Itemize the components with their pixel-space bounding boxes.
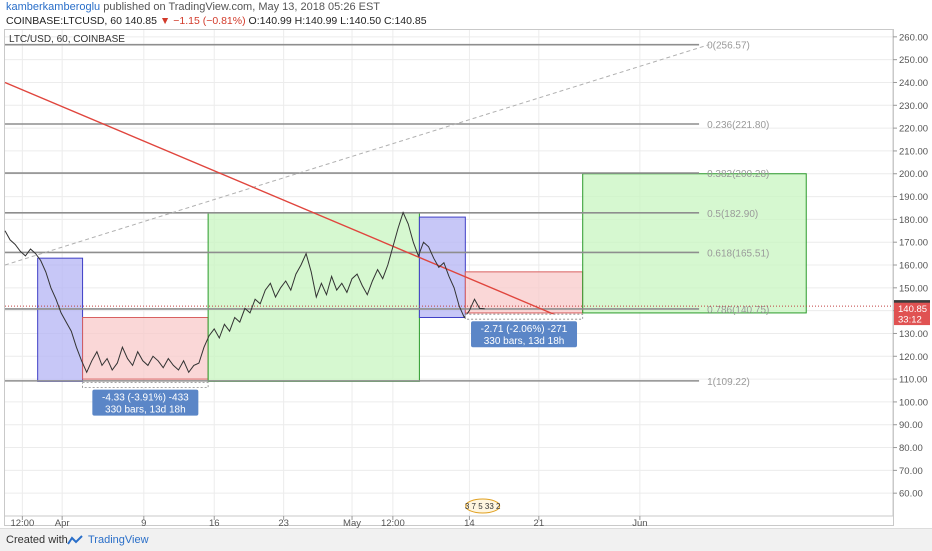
time-axis-label: 23 [278,518,289,528]
measure-callout-change: -2.71 (-2.06%) -271 [481,324,568,335]
last-price: 140.85 [124,15,157,27]
price-axis-label: 180.00 [899,215,928,226]
price-tag-label: 33:12 [898,315,922,326]
price-axis-label: 70.00 [899,466,923,477]
price-axis-label: 190.00 [899,192,928,203]
price-axis-label: 150.00 [899,283,928,294]
price-axis-label: 170.00 [899,238,928,249]
time-axis-label: May [343,518,361,528]
chart-header: kamberkamberoglu published on TradingVie… [0,0,932,30]
price-axis-label: 130.00 [899,329,928,340]
fib-level-label: 0.236(221.80) [707,120,769,131]
price-axis-label: 240.00 [899,78,928,89]
fib-level-label: 0(256.57) [707,41,750,52]
price-axis-label: 90.00 [899,420,923,431]
price-tag-bg [894,302,930,315]
price-axis-label: 220.00 [899,124,928,135]
time-axis-label: 9 [141,518,146,528]
fib-level-label: 1(109.22) [707,377,750,388]
published-text: published on TradingView.com, May 13, 20… [103,1,381,13]
price-tag-label: 140.85 [898,304,927,315]
chart-title: LTC/USD, 60, COINBASE [9,34,125,45]
pattern-box-2[interactable] [207,212,420,382]
price-axis-label: 100.00 [899,397,928,408]
symbol-info: COINBASE:LTCUSD, 60 140.85 ▼ −1.15 (−0.8… [6,15,427,27]
measure-callout-bars: 330 bars, 13d 18h [105,405,186,416]
fib-level-label: 0.5(182.90) [707,209,758,220]
price-axis-label: 230.00 [899,101,928,112]
publish-info: kamberkamberoglu published on TradingVie… [6,1,380,13]
price-axis-label: 260.00 [899,32,928,43]
pattern-box-0[interactable] [37,257,84,382]
time-axis-label: 16 [209,518,220,528]
measure-bracket [464,313,584,320]
price-axis-label: 80.00 [899,443,923,454]
price-axis-label: 160.00 [899,261,928,272]
time-axis-label: Jun [632,518,647,528]
price-axis-label: 120.00 [899,352,928,363]
tradingview-brand[interactable]: TradingView [88,534,149,546]
measure-callout-change: -4.33 (-3.91%) -433 [102,393,189,404]
fib-level-label: 0.382(200.28) [707,169,769,180]
time-axis-label: 21 [534,518,545,528]
pattern-box-5[interactable] [582,173,807,314]
ohlc-values: O:140.99 H:140.99 L:140.50 C:140.85 [248,15,427,27]
time-axis-label: 12:00 [10,518,34,528]
author-link[interactable]: kamberkamberoglu [6,1,101,13]
price-axis-label: 200.00 [899,169,928,180]
price-axis-label: 250.00 [899,55,928,66]
measure-callout-bars: 330 bars, 13d 18h [484,336,565,347]
measure-callout-box [471,321,578,348]
measure-bracket [82,382,209,389]
price-change: −1.15 (−0.81%) [173,15,246,27]
price-axis-label: 110.00 [899,375,927,386]
fib-anchor-dashed-line[interactable] [4,44,710,266]
tradingview-logo-icon [67,535,83,545]
symbol-label: COINBASE:LTCUSD, 60 [6,15,122,27]
created-with-text: Created with [6,534,68,546]
price-axis-label: 210.00 [899,146,928,157]
price-tag-bg [894,313,930,326]
time-axis-label: Apr [55,518,70,528]
red-trendline[interactable] [4,81,557,316]
fib-level-label: 0.786(140.75) [707,305,769,316]
event-marker-badge[interactable] [465,498,501,514]
measure-callout-box [92,389,199,416]
pattern-box-4[interactable] [464,271,584,314]
footer-bar: Created with TradingView [0,528,932,551]
price-chart[interactable]: 0(256.57) 0.236(221.80) 0.382(200.28) 0.5(1… [0,0,932,528]
fib-level-label: 0.618(165.51) [707,248,769,259]
event-marker-label: 3 7 5 33 2 [465,502,501,511]
price-line [4,211,485,374]
price-axis-label: 60.00 [899,489,923,500]
down-arrow-icon: ▼ [159,15,171,27]
pattern-box-1[interactable] [82,316,209,380]
time-axis-label: 12:00 [381,518,405,528]
time-axis-label: 14 [464,518,475,528]
